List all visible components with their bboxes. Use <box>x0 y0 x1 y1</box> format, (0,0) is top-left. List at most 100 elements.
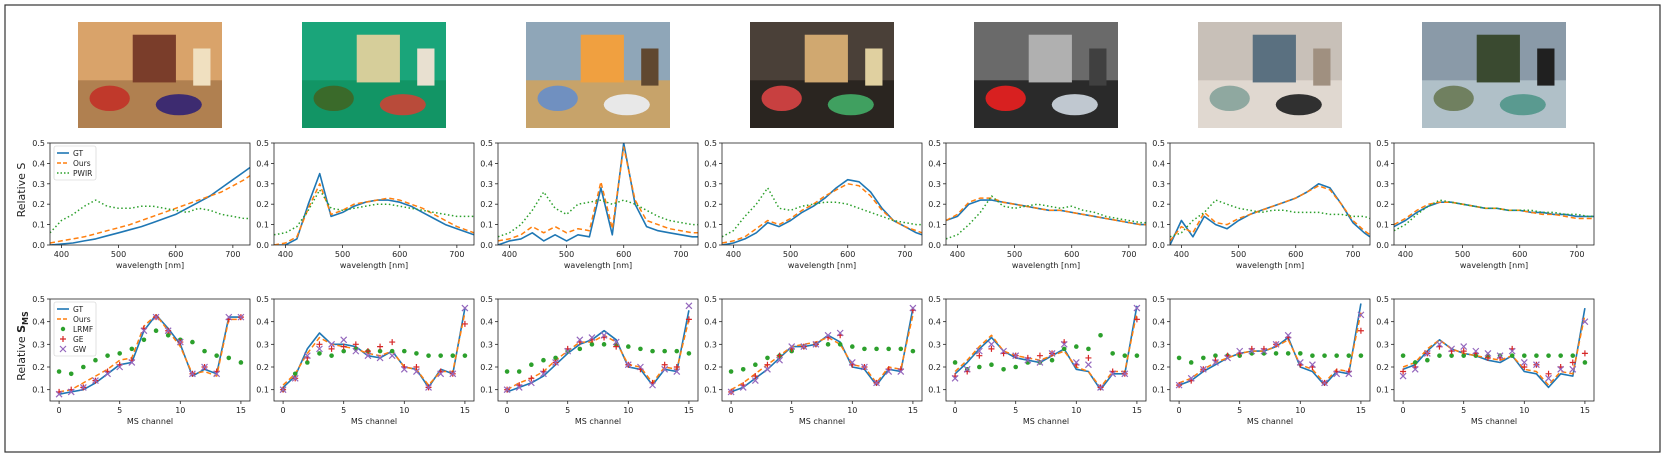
lrmf-point <box>438 353 443 358</box>
lrmf-point <box>1346 353 1352 358</box>
lrmf-point <box>190 339 195 345</box>
x-tick-label: 400 <box>502 250 517 259</box>
ms-panel-3: 0.1 0.2 0.3 0.4 0.5 0 5 10 15 MS channel <box>480 295 699 426</box>
lrmf-point <box>874 346 879 352</box>
legend-box <box>53 145 97 181</box>
x-tick-label: 700 <box>897 250 912 259</box>
photo-object <box>356 34 400 83</box>
series-ours-line <box>1178 312 1362 384</box>
lrmf-point <box>317 351 322 356</box>
series-ours-line <box>282 312 466 386</box>
y-tick-label: 0.1 <box>32 221 45 230</box>
gw-point <box>576 336 584 344</box>
lrmf-point <box>141 337 147 343</box>
gw-point <box>425 383 432 391</box>
x-tick-label: 5 <box>565 406 570 415</box>
y-tick-label: 0.1 <box>1152 221 1165 230</box>
series-ours-line <box>722 183 922 244</box>
lrmf-point <box>56 369 62 374</box>
lrmf-point <box>389 348 395 354</box>
axes-frame <box>497 298 699 402</box>
gw-point <box>213 370 221 378</box>
series-gt-line <box>58 314 241 395</box>
photo-object <box>537 85 578 112</box>
gw-point <box>1199 365 1207 373</box>
axes-frame <box>1169 142 1371 246</box>
lrmf-point <box>977 364 982 370</box>
row-label-ms: Relative SMS <box>15 311 30 381</box>
series-gt-line <box>954 305 1138 391</box>
ge-point <box>1036 352 1043 359</box>
gw-point <box>1109 370 1117 378</box>
gw-point <box>303 352 311 360</box>
gw-point <box>1472 347 1480 355</box>
x-tick-label: 500 <box>1231 250 1246 259</box>
ge-point <box>1484 354 1491 361</box>
gw-point <box>739 383 747 391</box>
lrmf-point <box>529 362 534 368</box>
y-tick-label: 0.4 <box>32 159 45 168</box>
x-tick-label: 10 <box>175 406 185 415</box>
x-tick-label: 400 <box>950 250 965 259</box>
gw-point <box>552 359 560 366</box>
y-tick-label: 0.2 <box>32 200 45 209</box>
gw-point <box>564 347 572 355</box>
x-tick-label: 5 <box>1461 406 1466 415</box>
plot-area <box>274 172 474 245</box>
legend-label: GT <box>73 149 84 158</box>
lrmf-point <box>825 342 831 347</box>
gw-point <box>951 374 959 382</box>
ge-point <box>352 341 359 348</box>
ge-point <box>413 364 420 370</box>
gw-point <box>279 386 287 394</box>
x-tick-label: 10 <box>1295 406 1305 415</box>
lrmf-point <box>202 348 207 354</box>
photo-object <box>89 85 130 112</box>
y-tick-label: 0.5 <box>32 295 45 304</box>
lrmf-point <box>1546 353 1551 358</box>
x-axis-label: MS channel <box>1471 417 1517 426</box>
photo-object <box>1252 34 1296 83</box>
y-tick-label: 0.5 <box>32 139 45 148</box>
gw-point <box>412 368 420 375</box>
photo-object <box>417 48 435 86</box>
x-tick-label: 400 <box>54 250 69 259</box>
series-ours-line <box>274 183 474 245</box>
lrmf-point <box>753 362 758 368</box>
series-gt-line <box>506 310 690 393</box>
lrmf-point <box>214 353 219 358</box>
lrmf-point <box>117 351 122 356</box>
gw-point <box>316 345 323 353</box>
gw-point <box>764 365 771 373</box>
lrmf-point <box>626 344 631 349</box>
gw-point <box>515 383 523 391</box>
y-tick-label: 0.2 <box>1376 363 1389 372</box>
y-tick-label: 0.1 <box>480 386 493 395</box>
spectrum-panel-7: 0.0 0.1 0.2 0.3 0.4 0.5 400 500 600 700 wavelength… <box>1376 139 1595 270</box>
gw-point <box>1545 374 1552 382</box>
y-tick-label: 0.5 <box>256 295 269 304</box>
lrmf-point <box>1509 353 1515 358</box>
series-ours-line <box>730 314 914 391</box>
axes-frame <box>1169 298 1371 402</box>
x-axis-label: wavelength [nm] <box>116 261 184 270</box>
x-tick-label: 600 <box>840 250 855 259</box>
lrmf-point <box>462 353 468 358</box>
row-label-spectrum: Relative S <box>15 163 28 218</box>
lrmf-point <box>1201 355 1206 361</box>
gw-point <box>104 370 112 378</box>
y-tick-label: 0.0 <box>1376 241 1389 250</box>
x-tick-label: 500 <box>335 250 350 259</box>
gw-point <box>1224 354 1232 362</box>
gw-point <box>885 368 893 375</box>
photo-object <box>804 34 848 83</box>
street-barrier-photo <box>974 22 1118 128</box>
x-tick-label: 700 <box>1345 250 1360 259</box>
ms-panel-2: 0.1 0.2 0.3 0.4 0.5 0 5 10 15 MS channel <box>256 295 475 426</box>
gw-point <box>388 352 396 360</box>
plot-area <box>946 195 1146 240</box>
x-tick-label: 500 <box>1007 250 1022 259</box>
lrmf-point <box>341 348 346 354</box>
